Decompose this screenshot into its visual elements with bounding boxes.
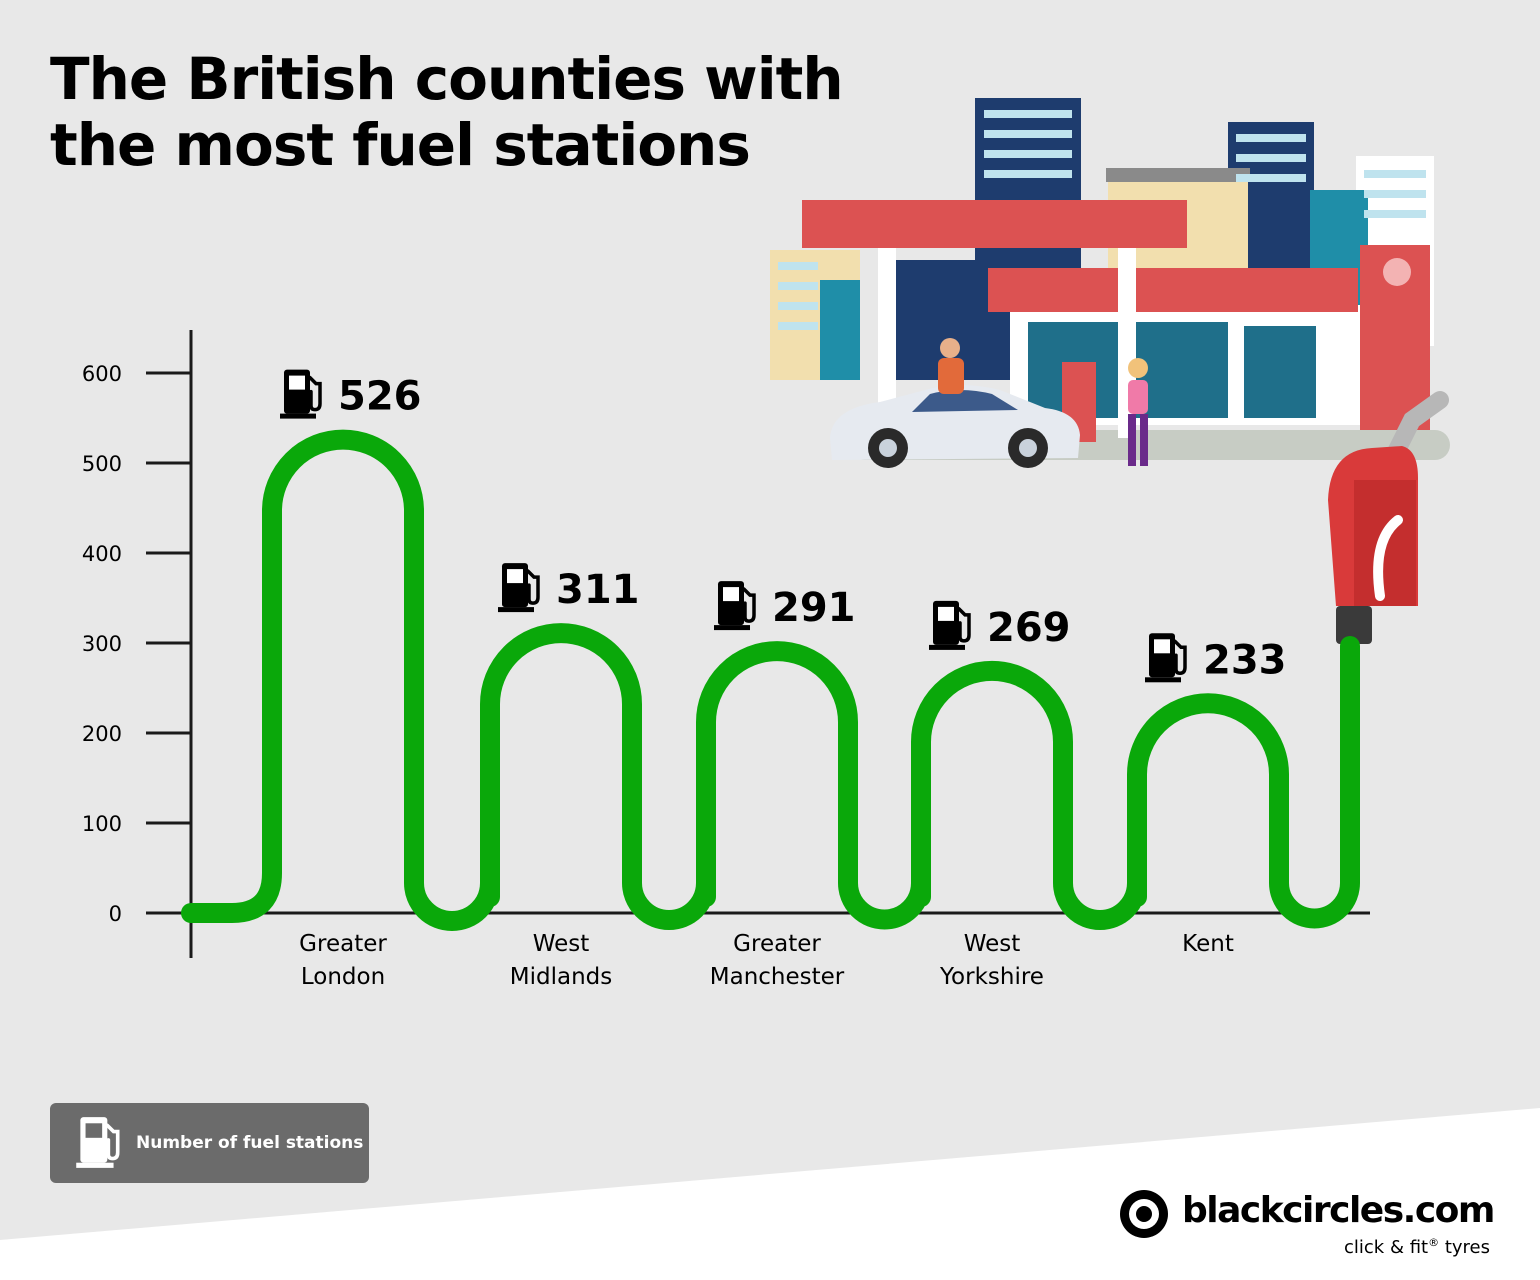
blackcircles-logo-icon	[1120, 1190, 1168, 1238]
tagline-pre: click & fit	[1344, 1237, 1429, 1258]
title-line-1: The British counties with	[50, 45, 844, 113]
y-tick-label: 300	[82, 632, 122, 656]
woman	[1128, 358, 1148, 466]
brand[interactable]: blackcircles.com click & fit® tyres	[1118, 1188, 1498, 1263]
chart-title: The British counties with the most fuel …	[50, 45, 844, 179]
x-tick-label: West Yorkshire	[939, 931, 1044, 990]
title-line-2: the most fuel stations	[50, 111, 751, 179]
y-ticks: 0 100 200 300 400 500 600	[82, 362, 191, 926]
y-tick-label: 0	[109, 902, 122, 926]
data-label: 269	[987, 605, 1071, 651]
data-label: 291	[772, 585, 856, 631]
y-tick-label: 100	[82, 812, 122, 836]
fuel-pump-icon	[712, 579, 756, 632]
data-label: 311	[556, 567, 640, 613]
canopy-left	[802, 200, 1187, 248]
y-tick-label: 500	[82, 452, 122, 476]
y-tick-label: 400	[82, 542, 122, 566]
x-tick-label: Kent	[1182, 931, 1234, 957]
hose-line	[181, 429, 1360, 931]
fuel-pump-icon	[76, 1117, 120, 1168]
data-label: 526	[338, 374, 422, 420]
fuel-pump-icon	[1143, 631, 1187, 685]
fuel-nozzle	[1328, 391, 1449, 644]
canopy-pillar	[878, 248, 896, 438]
y-tick-label: 200	[82, 722, 122, 746]
fuel-pump-icon	[496, 561, 540, 614]
x-tick-label: Greater London	[299, 931, 387, 990]
price-sign-logo	[1383, 258, 1411, 286]
x-tick-label: West Midlands	[510, 931, 612, 990]
footer-band	[0, 1108, 1540, 1280]
value-labels: 526 311 291 269 233	[278, 367, 1287, 685]
brand-tagline: click & fit® tyres	[1344, 1236, 1490, 1258]
brand-name: blackcircles.com	[1182, 1190, 1495, 1231]
legend: Number of fuel stations	[50, 1103, 369, 1183]
gas-station-illustration	[770, 98, 1450, 468]
store-door	[1244, 326, 1316, 418]
legend-label: Number of fuel stations	[136, 1133, 364, 1153]
building-windows	[778, 110, 1426, 330]
canopy-right	[988, 268, 1358, 312]
fuel-pump-icon	[927, 599, 971, 652]
fuel-pump-icon	[278, 367, 322, 421]
x-tick-label: Greater Manchester	[710, 931, 845, 990]
y-tick-label: 600	[82, 362, 122, 386]
car	[830, 385, 1080, 468]
attendant	[938, 338, 964, 394]
x-labels: Greater London West Midlands Greater Manchest…	[299, 931, 1234, 990]
tagline-post: tyres	[1444, 1237, 1490, 1258]
registered-mark: ®	[1428, 1236, 1440, 1249]
data-label: 233	[1203, 637, 1287, 683]
